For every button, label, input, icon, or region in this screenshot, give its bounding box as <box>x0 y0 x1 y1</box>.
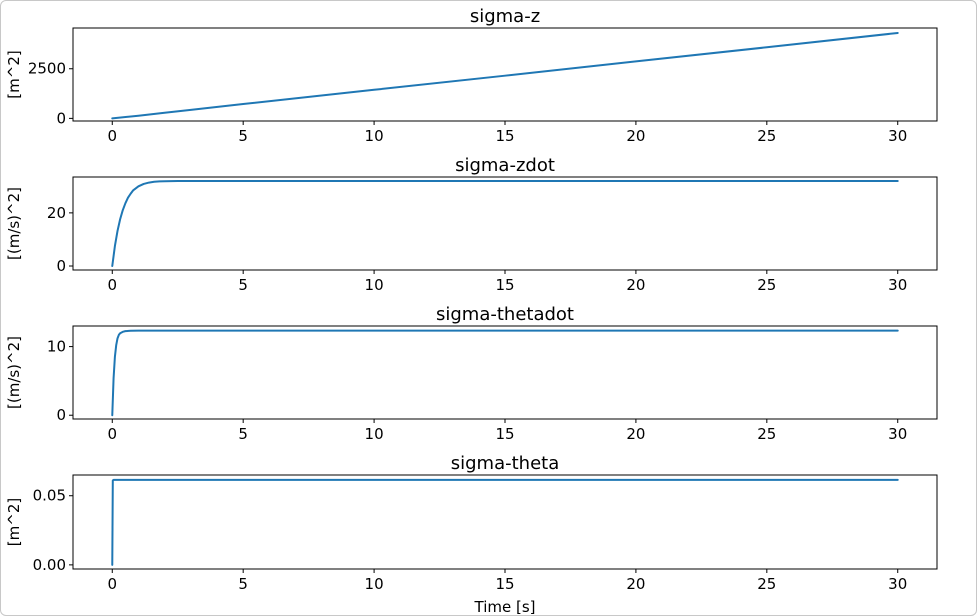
axes-frame <box>72 474 938 570</box>
y-tick-label: 0.05 <box>33 487 66 505</box>
axes-frame <box>72 325 938 420</box>
y-tick-label: 0 <box>56 109 66 127</box>
x-tick-label: 20 <box>626 425 645 443</box>
x-tick-label: 25 <box>757 575 776 593</box>
x-tick-label: 10 <box>365 276 384 294</box>
y-axis-label: [m^2] <box>5 50 23 98</box>
y-axis-label: [m^2] <box>5 498 23 546</box>
y-axis-label: [(m/s)^2] <box>5 187 23 260</box>
axes-title: sigma-theta <box>451 453 560 474</box>
x-tick-label: 5 <box>238 575 248 593</box>
x-tick-label: 10 <box>365 425 384 443</box>
x-tick-label: 30 <box>888 127 907 145</box>
x-tick-label: 20 <box>626 575 645 593</box>
axes-title: sigma-thetadot <box>436 304 574 325</box>
axes-1: 0 5 10 15 20 25 30 0 2500 sigma-z [m^2] <box>5 6 938 145</box>
x-tick-label: 10 <box>365 575 384 593</box>
x-tick-label: 25 <box>757 425 776 443</box>
x-tick-label: 20 <box>626 276 645 294</box>
x-tick-label: 15 <box>495 127 514 145</box>
axes-frame <box>72 176 938 271</box>
x-tick-label: 5 <box>238 276 248 294</box>
x-tick-label: 15 <box>495 575 514 593</box>
y-tick-label: 20 <box>47 204 66 222</box>
x-tick-label: 5 <box>238 127 248 145</box>
x-tick-label: 5 <box>238 425 248 443</box>
x-tick-label: 15 <box>495 276 514 294</box>
series-line-1-1 <box>111 31 899 120</box>
y-axis-label: [(m/s)^2] <box>5 336 23 409</box>
x-tick-label: 25 <box>757 276 776 294</box>
x-tick-label: 15 <box>495 425 514 443</box>
x-tick-label: 20 <box>626 127 645 145</box>
x-tick-label: 0 <box>107 425 117 443</box>
figure-xlabel: Time [s] <box>474 598 536 615</box>
axes-2: 0 5 10 15 20 25 30 0 20 sigma-zdot [(m/s)^2] <box>5 155 938 294</box>
x-tick-label: 10 <box>365 127 384 145</box>
x-tick-label: 30 <box>888 575 907 593</box>
x-tick-label: 25 <box>757 127 776 145</box>
y-tick-label: 0 <box>56 406 66 424</box>
x-tick-label: 0 <box>107 575 117 593</box>
series-line-3-1 <box>111 329 899 417</box>
x-tick-label: 0 <box>107 127 117 145</box>
y-tick-label: 10 <box>47 338 66 356</box>
axes-4: 0 5 10 15 20 25 30 0.00 0.05 sigma-theta [m^2] <box>5 453 938 593</box>
x-tick-label: 30 <box>888 425 907 443</box>
x-tick-label: 0 <box>107 276 117 294</box>
y-tick-label: 0 <box>56 257 66 275</box>
y-tick-label: 2500 <box>28 60 66 78</box>
series-line-4-1 <box>111 478 899 566</box>
y-tick-label: 0.00 <box>33 556 66 574</box>
x-tick-label: 30 <box>888 276 907 294</box>
axes-title: sigma-z <box>470 6 540 27</box>
axes-3: 0 5 10 15 20 25 30 0 10 sigma-thetadot [(m/s)^2] <box>5 304 938 443</box>
axes-title: sigma-zdot <box>455 155 555 176</box>
series-line-2-1 <box>111 179 899 268</box>
